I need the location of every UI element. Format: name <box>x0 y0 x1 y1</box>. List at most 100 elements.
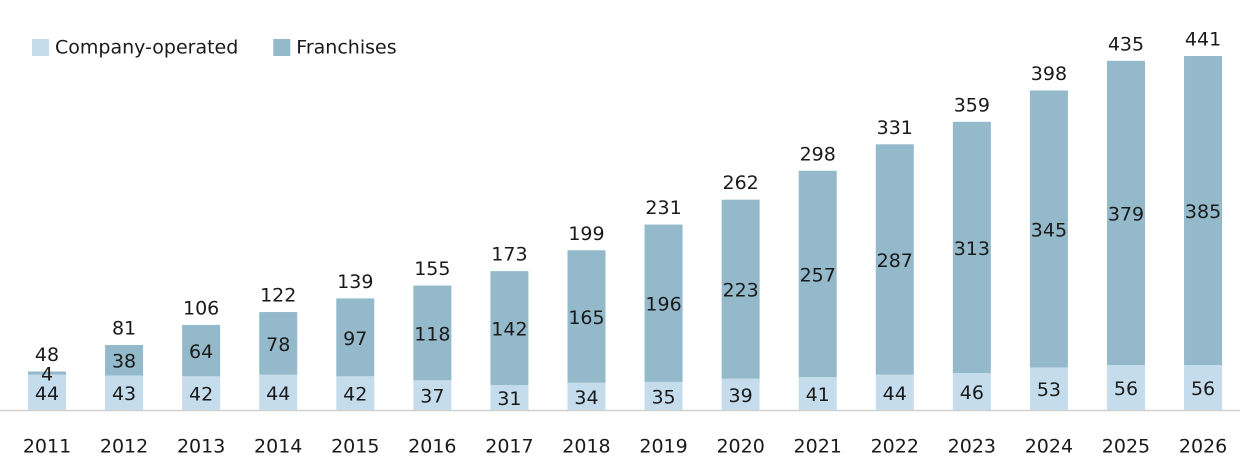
legend-swatch <box>32 39 49 56</box>
data-label: 37 <box>420 386 444 408</box>
total-label: 435 <box>1108 33 1144 55</box>
bar-segment <box>875 144 914 375</box>
x-tick-label: 2018 <box>562 436 610 458</box>
x-tick-label: 2019 <box>639 436 687 458</box>
bar-segment <box>336 298 375 377</box>
total-label: 139 <box>337 271 373 293</box>
data-label: 38 <box>112 351 136 373</box>
total-label: 173 <box>491 244 527 266</box>
bar-segment <box>413 285 452 381</box>
x-tick-label: 2011 <box>23 436 71 458</box>
data-label: 4 <box>41 364 53 386</box>
data-label: 257 <box>800 264 836 286</box>
legend-label: Franchises <box>296 37 396 59</box>
bar-segment <box>259 374 298 410</box>
data-label: 31 <box>497 388 521 410</box>
x-tick-label: 2025 <box>1102 436 1150 458</box>
data-label: 196 <box>645 294 681 316</box>
bar-segment <box>952 373 991 410</box>
total-label: 441 <box>1185 29 1221 51</box>
bar-segment <box>798 377 837 410</box>
total-label: 398 <box>1031 63 1067 85</box>
data-label: 379 <box>1108 203 1144 225</box>
x-tick-label: 2015 <box>331 436 379 458</box>
bar-segment <box>413 380 452 410</box>
total-label: 331 <box>877 117 913 139</box>
bar-segment <box>644 381 683 410</box>
bar-segment <box>336 376 375 410</box>
data-label: 34 <box>574 387 598 409</box>
data-label: 39 <box>729 385 753 407</box>
bar-segment <box>182 324 221 377</box>
bar-segment <box>1029 367 1068 410</box>
x-tick-label: 2021 <box>794 436 842 458</box>
data-label: 56 <box>1114 378 1138 400</box>
x-tick-label: 2012 <box>100 436 148 458</box>
bar-segment <box>1106 60 1145 366</box>
data-label: 223 <box>722 280 758 302</box>
bar-segment <box>1106 365 1145 410</box>
total-label: 81 <box>112 317 136 339</box>
data-label: 118 <box>414 323 450 345</box>
data-label: 44 <box>35 383 59 405</box>
data-label: 35 <box>651 386 675 408</box>
data-label: 385 <box>1185 201 1221 223</box>
total-label: 106 <box>183 297 219 319</box>
data-label: 56 <box>1191 378 1215 400</box>
data-label: 41 <box>806 384 830 406</box>
x-tick-label: 2024 <box>1025 436 1073 458</box>
bar-segment <box>875 374 914 410</box>
data-label: 345 <box>1031 219 1067 241</box>
bar-segment <box>1029 90 1068 368</box>
bar-segment <box>721 378 760 410</box>
data-label: 44 <box>266 383 290 405</box>
bar-segment <box>28 371 66 375</box>
bar-segment <box>1184 56 1223 366</box>
data-label: 42 <box>343 384 367 406</box>
total-label: 231 <box>645 197 681 219</box>
x-tick-label: 2014 <box>254 436 302 458</box>
bar-segment <box>721 199 760 379</box>
data-label: 64 <box>189 341 213 363</box>
bar-segment <box>1184 365 1223 410</box>
data-label: 42 <box>189 384 213 406</box>
data-label: 165 <box>568 307 604 329</box>
total-label: 262 <box>722 172 758 194</box>
total-label: 199 <box>568 223 604 245</box>
x-tick-label: 2017 <box>485 436 533 458</box>
total-label: 298 <box>800 143 836 165</box>
bar-segment <box>644 224 683 382</box>
bar-segment <box>798 170 837 378</box>
x-tick-label: 2022 <box>871 436 919 458</box>
bar-segment <box>490 385 529 410</box>
bar-segment <box>105 344 144 376</box>
legend-label: Company-operated <box>55 37 238 59</box>
bar-segment <box>567 250 606 383</box>
total-label: 48 <box>35 344 59 366</box>
data-label: 44 <box>883 383 907 405</box>
data-label: 78 <box>266 334 290 356</box>
total-label: 155 <box>414 258 450 280</box>
x-tick-label: 2023 <box>948 436 996 458</box>
data-label: 46 <box>960 382 984 404</box>
x-tick-label: 2026 <box>1179 436 1227 458</box>
data-label: 53 <box>1037 379 1061 401</box>
data-label: 43 <box>112 383 136 405</box>
data-label: 97 <box>343 328 367 350</box>
bar-segment <box>105 375 144 410</box>
bar-segment <box>182 376 221 410</box>
x-tick-label: 2020 <box>716 436 764 458</box>
data-label: 313 <box>954 238 990 260</box>
bar-segment <box>259 312 298 375</box>
total-label: 122 <box>260 285 296 307</box>
legend-swatch <box>273 39 291 56</box>
bar-segment <box>952 121 991 374</box>
bar-segment <box>490 271 529 386</box>
bar-segment <box>567 382 606 410</box>
data-label: 142 <box>491 319 527 341</box>
x-tick-label: 2016 <box>408 436 456 458</box>
bar-segment <box>28 374 66 410</box>
total-label: 359 <box>954 94 990 116</box>
x-tick-label: 2013 <box>177 436 225 458</box>
